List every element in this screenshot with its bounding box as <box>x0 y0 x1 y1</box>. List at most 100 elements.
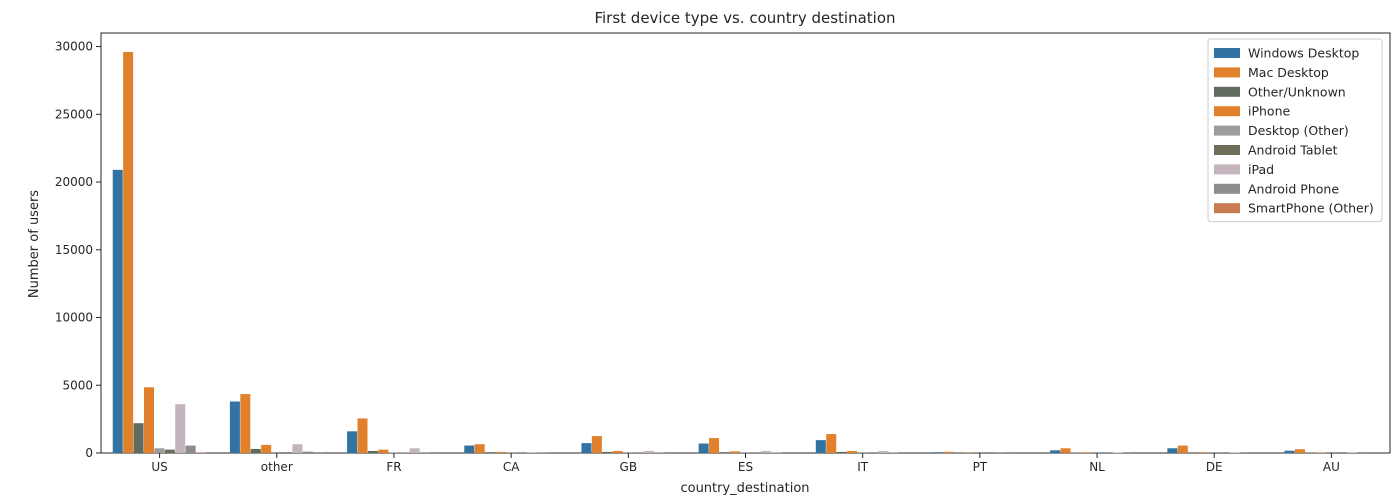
legend-swatch <box>1214 48 1240 58</box>
x-tick-label: ES <box>738 460 753 474</box>
bar-us-other-unknown <box>133 423 144 453</box>
bar-fr-mac-desktop <box>357 418 368 453</box>
bar-pt-mac-desktop <box>943 451 954 453</box>
x-tick-label: IT <box>857 460 869 474</box>
legend-swatch <box>1214 164 1240 175</box>
bar-es-windows-desktop <box>698 443 709 453</box>
legend-swatch <box>1214 203 1240 214</box>
bar-nl-iphone <box>1081 452 1092 453</box>
bar-de-ipad <box>1229 452 1240 453</box>
legend-box <box>1207 38 1383 223</box>
bar-other-windows-desktop <box>229 401 240 453</box>
bar-ca-mac-desktop <box>474 444 485 453</box>
bar-other-other-unknown <box>250 448 261 453</box>
x-tick-label: CA <box>503 460 520 474</box>
bar-fr-windows-desktop <box>347 431 358 453</box>
chart-title: First device type vs. country destinatio… <box>594 9 895 27</box>
y-tick-label: 25000 <box>55 107 93 121</box>
legend-entry: Desktop (Other) <box>1248 123 1349 138</box>
y-tick-label: 30000 <box>55 40 93 54</box>
legend-swatch <box>1214 106 1240 117</box>
bar-au-mac-desktop <box>1294 449 1305 453</box>
legend-entry: Mac Desktop <box>1248 65 1329 80</box>
bar-fr-iphone <box>378 449 389 453</box>
legend-entry: Android Tablet <box>1248 143 1338 158</box>
bar-ca-ipad <box>526 452 537 453</box>
bar-nl-windows-desktop <box>1050 450 1061 453</box>
bar-it-other-unknown <box>836 451 847 453</box>
bar-gb-mac-desktop <box>591 436 602 453</box>
bar-fr-android-tablet <box>399 452 410 453</box>
legend-entry: Other/Unknown <box>1248 84 1346 99</box>
bar-fr-ipad <box>409 448 420 453</box>
bar-pt-windows-desktop <box>932 452 944 453</box>
y-axis: 0 5000 10000 15000 20000 25000 30000 <box>55 40 101 460</box>
bar-nl-mac-desktop <box>1060 448 1071 453</box>
bar-de-iphone <box>1198 452 1209 453</box>
y-tick-label: 15000 <box>55 243 93 257</box>
bar-ca-other-unknown <box>485 452 496 453</box>
legend-entry: iPad <box>1248 162 1274 177</box>
bar-de-windows-desktop <box>1167 448 1178 453</box>
bar-us-windows-desktop <box>112 169 123 453</box>
legend-swatch <box>1214 125 1240 136</box>
bar-us-mac-desktop <box>123 51 134 453</box>
bar-it-windows-desktop <box>815 440 826 453</box>
x-axis: US other FR CA GB ES IT PT NL DE AU <box>100 32 1391 474</box>
plot-frame <box>100 32 1391 454</box>
x-tick-label: AU <box>1323 460 1340 474</box>
x-tick-label: other <box>261 460 293 474</box>
bar-ca-iphone <box>495 451 506 453</box>
x-tick-label: NL <box>1089 460 1105 474</box>
x-tick-label: US <box>151 460 167 474</box>
bar-fr-other-unknown <box>367 450 378 453</box>
y-tick-label: 0 <box>85 446 93 460</box>
bar-other-android-phone <box>302 451 313 453</box>
y-tick-label: 5000 <box>62 378 93 392</box>
bar-other-ipad <box>292 444 303 453</box>
bar-gb-iphone <box>612 450 623 453</box>
bar-nl-ipad <box>1112 452 1123 453</box>
x-axis-label: country_destination <box>680 481 809 496</box>
y-axis-label: Number of users <box>27 190 42 298</box>
y-tick-label: 10000 <box>55 311 93 325</box>
y-tick-label: 20000 <box>55 175 93 189</box>
legend-entry: SmartPhone (Other) <box>1248 201 1374 216</box>
x-tick-label: DE <box>1206 460 1223 474</box>
x-tick-label: GB <box>620 460 638 474</box>
bar-other-android-tablet <box>281 452 292 453</box>
bar-other-mac-desktop <box>240 394 251 453</box>
bar-it-mac-desktop <box>826 434 837 453</box>
legend-entry: Android Phone <box>1248 181 1339 196</box>
bars <box>112 51 1378 453</box>
x-tick-label: FR <box>386 460 401 474</box>
bar-us-android-tablet <box>164 449 175 453</box>
legend-swatch <box>1214 145 1240 155</box>
bar-fr-desktop-other <box>388 452 399 453</box>
bar-de-other-unknown <box>1188 452 1199 453</box>
bar-us-desktop-other <box>154 448 165 453</box>
bar-gb-ipad <box>643 450 654 453</box>
legend-entry: iPhone <box>1248 104 1291 119</box>
x-tick-label: PT <box>973 460 988 474</box>
bar-gb-other-unknown <box>602 451 613 453</box>
legend-entry: Windows Desktop <box>1248 46 1359 61</box>
bar-es-ipad <box>761 450 772 453</box>
legend-swatch <box>1214 86 1240 97</box>
bar-other-desktop-other <box>271 451 282 453</box>
bar-es-other-unknown <box>719 452 730 453</box>
bar-us-android-phone <box>185 445 196 453</box>
legend-swatch <box>1214 183 1240 194</box>
bar-de-mac-desktop <box>1177 445 1188 453</box>
legend-swatch <box>1214 67 1240 78</box>
bar-ca-windows-desktop <box>464 445 475 453</box>
bar-au-windows-desktop <box>1284 450 1295 453</box>
legend: Windows Desktop Mac Desktop Other/Unknown i… <box>1207 38 1383 223</box>
bar-es-iphone <box>729 451 740 453</box>
bar-it-iphone <box>847 450 858 453</box>
bar-es-mac-desktop <box>709 438 720 453</box>
bar-gb-windows-desktop <box>581 443 592 453</box>
bar-us-ipad <box>175 404 186 453</box>
bar-fr-android-phone <box>419 452 431 453</box>
